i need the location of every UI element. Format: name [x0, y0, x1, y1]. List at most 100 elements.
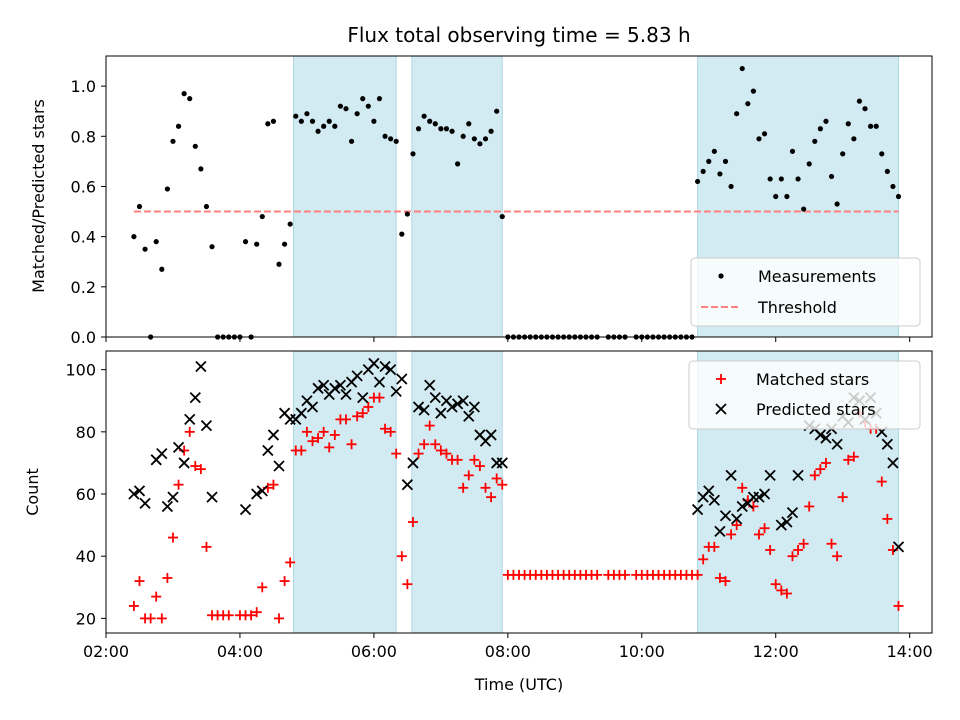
x-stroke	[373, 376, 386, 388]
predicted-star-point	[424, 379, 436, 391]
measurement-point	[455, 161, 461, 167]
measurement-point	[198, 166, 204, 172]
predicted-star-point	[725, 469, 737, 482]
matched-star-point	[357, 408, 368, 419]
predicted-star-point	[200, 419, 213, 432]
matched-star-point	[474, 461, 485, 472]
x-stroke	[273, 460, 285, 472]
chart-title: Flux total observing time = 5.83 h	[347, 23, 690, 47]
predicted-star-point	[691, 503, 704, 516]
measurement-point	[449, 128, 455, 134]
bottom-plot-frame	[105, 350, 933, 634]
matched-star-point	[251, 607, 262, 618]
measurement-point	[192, 143, 198, 149]
predicted-star-point	[318, 379, 330, 391]
measurement-point	[371, 118, 377, 124]
matched-star-point	[837, 492, 848, 503]
x-stroke	[128, 488, 140, 500]
x-stroke	[708, 494, 720, 506]
matched-star-point	[731, 520, 742, 531]
measurement-point	[298, 118, 304, 124]
measurement-point	[828, 173, 835, 180]
measurement-point	[382, 133, 388, 139]
measurement-point	[136, 203, 143, 210]
x-stroke	[831, 438, 843, 450]
predicted-star-point	[892, 541, 905, 553]
x-stroke	[368, 357, 380, 370]
x-stroke	[715, 403, 727, 415]
matched-star-point	[195, 464, 206, 475]
matched-star-point	[352, 411, 363, 422]
x-stroke	[820, 432, 832, 444]
y-tick-label: 100	[65, 361, 96, 380]
measurement-point	[873, 123, 879, 129]
predicted-star-point	[195, 360, 207, 373]
measurement-point	[415, 126, 422, 132]
measurement-point	[884, 168, 890, 175]
predicted-star-point	[468, 401, 480, 413]
matched-star-point	[815, 464, 826, 475]
matched-star-point	[787, 551, 798, 562]
measurement-point	[862, 106, 868, 112]
x-stroke	[725, 469, 737, 482]
measurement-point	[276, 261, 282, 267]
measurement-point	[281, 241, 288, 247]
measurement-point	[404, 211, 410, 217]
measurement-point	[293, 113, 299, 119]
x-stroke	[736, 500, 748, 513]
matched-star-point	[848, 451, 859, 462]
predicted-star-point	[792, 469, 804, 482]
y-tick-label: 1.0	[71, 77, 96, 96]
measurement-point	[700, 168, 706, 175]
matched-star-point	[709, 541, 720, 552]
matched-star-point	[318, 426, 329, 437]
measurement-point	[717, 171, 723, 177]
matched-star-point	[452, 454, 463, 465]
matched-star-point	[463, 470, 474, 481]
matched-star-point	[223, 610, 234, 621]
predicted-star-point	[368, 357, 380, 370]
matched-star-point	[620, 569, 631, 580]
matched-star-point	[385, 426, 396, 437]
matched-star-point	[876, 476, 887, 487]
measurement-point	[466, 121, 472, 127]
x-stroke	[775, 519, 787, 531]
measurement-point	[745, 101, 751, 107]
x-stroke	[881, 438, 893, 450]
matched-star-point	[374, 392, 385, 403]
x-stroke	[496, 457, 508, 469]
measurement-point	[845, 121, 851, 127]
x-stroke	[753, 491, 765, 503]
x-stroke	[435, 407, 447, 419]
x-stroke	[781, 516, 793, 528]
x-tick-label: 08:00	[485, 642, 531, 661]
measurement-point	[784, 193, 790, 200]
matched-star-point	[820, 457, 831, 468]
measurement-point	[739, 65, 745, 72]
x-stroke	[758, 488, 771, 500]
x-stroke	[457, 395, 469, 407]
x-stroke	[892, 541, 905, 553]
measurement-point	[795, 176, 801, 182]
matched-star-point	[776, 585, 787, 596]
predicted-star-point	[172, 441, 185, 454]
measurement-point	[181, 91, 187, 97]
x-tick-label: 06:00	[351, 642, 397, 661]
predicted-star-point	[167, 491, 179, 503]
measurement-point	[309, 118, 316, 124]
x-stroke	[714, 525, 726, 537]
predicted-star-point	[485, 429, 497, 441]
matched-star-point	[832, 551, 843, 562]
bottom-legend: Matched stars Predicted stars	[688, 360, 921, 430]
measurement-point	[270, 118, 277, 124]
x-stroke	[251, 488, 263, 500]
x-stroke	[691, 503, 704, 516]
x-stroke	[172, 441, 185, 454]
measurement-point	[840, 151, 846, 157]
x-stroke	[189, 392, 201, 404]
y-tick-label: 0.8	[71, 127, 96, 146]
x-stroke	[184, 413, 196, 426]
matched-star-point	[257, 582, 268, 593]
measurement-point	[767, 176, 773, 182]
matched-star-point	[246, 610, 257, 621]
